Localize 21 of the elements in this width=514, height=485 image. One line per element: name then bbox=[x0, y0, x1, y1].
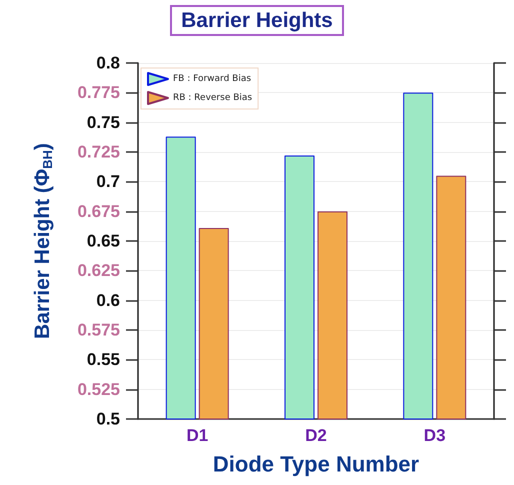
y-tick-label: 0.775 bbox=[77, 83, 120, 102]
legend-label: FB : Forward Bias bbox=[173, 74, 252, 84]
y-tick-label: 0.65 bbox=[86, 232, 120, 250]
legend-label: RB : Reverse Bias bbox=[173, 93, 252, 103]
y-tick-label: 0.525 bbox=[77, 380, 120, 399]
y-tick-label: 0.8 bbox=[96, 54, 120, 72]
y-tick-label: 0.55 bbox=[86, 350, 120, 370]
y-tick-label: 0.675 bbox=[77, 202, 120, 221]
x-axis-title: Diode Type Number bbox=[212, 452, 420, 476]
x-tick-label: D3 bbox=[424, 426, 446, 445]
y-tick-label: 0.625 bbox=[77, 261, 120, 280]
y-tick-label: 0.6 bbox=[96, 290, 120, 310]
y-tick-label: 0.7 bbox=[96, 172, 120, 192]
x-tick-label: D2 bbox=[305, 426, 327, 445]
y-tick-label: 0.75 bbox=[86, 112, 120, 132]
chart-title: Barrier Heights bbox=[181, 9, 333, 32]
y-axis-title: Barrier Height (ΦBH) bbox=[31, 143, 55, 339]
y-tick-label: 0.575 bbox=[77, 320, 120, 340]
y-tick-label: 0.5 bbox=[96, 410, 120, 428]
y-tick-label: 0.725 bbox=[77, 142, 120, 162]
x-tick-label: D1 bbox=[186, 426, 208, 445]
